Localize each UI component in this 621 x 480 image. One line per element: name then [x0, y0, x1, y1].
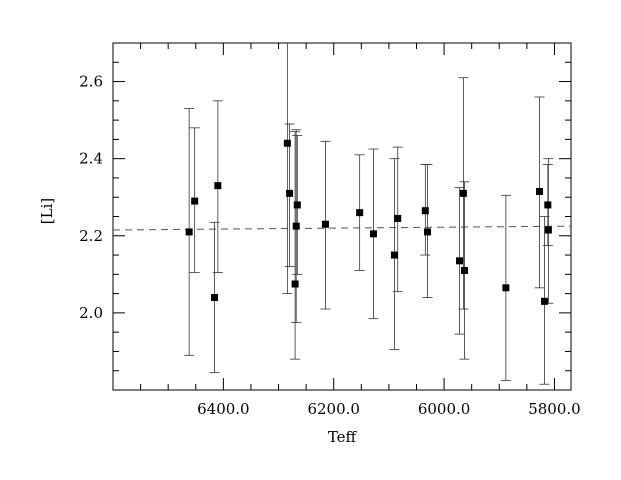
error-bars	[184, 43, 554, 385]
x-tick-label: 6000.0	[418, 400, 471, 418]
data-point	[293, 201, 301, 209]
data-point	[214, 182, 222, 190]
data-point	[536, 187, 544, 195]
y-tick-label: 2.0	[79, 304, 103, 322]
data-point	[283, 139, 291, 147]
y-axis-label: [Li]	[38, 198, 56, 224]
plot-frame	[112, 42, 572, 391]
data-point	[459, 189, 467, 197]
y-tick-label: 2.4	[79, 150, 103, 168]
y-tick-label: 2.2	[79, 227, 103, 245]
tick-labels: 6400.0 6200.0 6000.0 5800.0 2.0 2.2 2.4 2.6	[79, 73, 581, 418]
data-point	[456, 257, 464, 265]
y-tick-label: 2.6	[79, 73, 103, 91]
data-point	[286, 189, 294, 197]
data-point	[291, 280, 299, 288]
data-point	[544, 226, 552, 234]
data-point	[292, 222, 300, 230]
data-point	[321, 220, 329, 228]
reference-line	[112, 225, 572, 231]
data-point	[191, 197, 199, 205]
data-point	[502, 284, 510, 292]
data-point	[211, 293, 219, 301]
data-point	[461, 266, 469, 274]
data-points	[185, 139, 552, 305]
x-tick-label: 5800.0	[528, 400, 581, 418]
x-tick-label: 6200.0	[307, 400, 360, 418]
data-point	[544, 201, 552, 209]
data-point	[369, 230, 377, 238]
x-axis-label: Teff	[328, 428, 358, 446]
data-point	[394, 214, 402, 222]
axis-ticks	[112, 42, 571, 390]
data-point	[356, 209, 364, 217]
data-point	[390, 251, 398, 259]
x-tick-label: 6400.0	[197, 400, 250, 418]
data-point	[541, 297, 549, 305]
data-point	[424, 228, 432, 236]
reference-line-group	[112, 225, 572, 231]
plot-frame-rect	[112, 42, 572, 391]
data-point	[185, 228, 193, 236]
data-point	[421, 207, 429, 215]
